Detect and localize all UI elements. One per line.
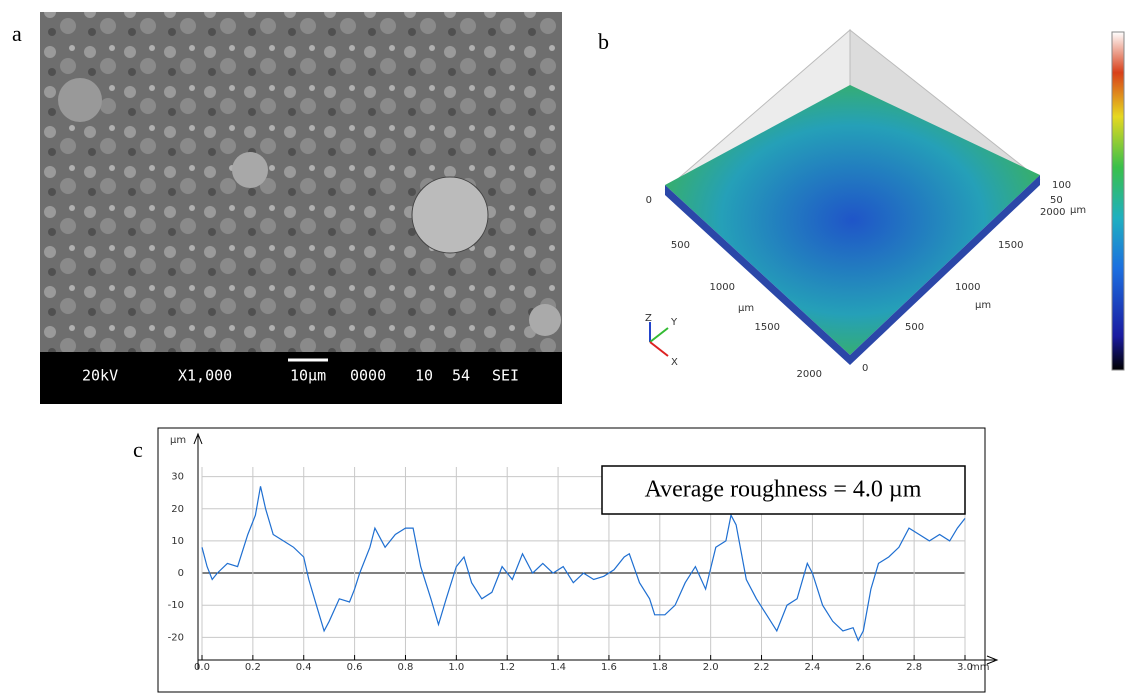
x-tick-label: 1.0 [448,662,464,673]
x-tick-label: 3.0 [957,662,973,673]
y-tick-label: 20 [171,504,184,515]
axis-tick-label: 500 [905,322,924,333]
x-tick-label: 1.6 [601,662,617,673]
axis-tick-label: 0 [646,195,652,206]
info-text: 10 [415,367,433,385]
triad-label: Z [645,313,652,324]
x-tick-label: 2.4 [804,662,820,673]
sem-particle [529,304,561,336]
info-text: 54 [452,367,470,385]
x-tick-label: 0.8 [398,662,414,673]
axis-tick-label: 2000 [797,369,822,380]
surface [665,85,1040,355]
info-text: X1,000 [178,367,232,385]
profile-line [201,486,966,642]
x-tick-label: 1.4 [550,662,566,673]
axis-tick-label: 2000 [1040,207,1065,218]
info-group: 20kV X1,000 10μm 0000 10 54 SEI [82,367,519,385]
triad-label: Y [670,317,678,328]
x-tick-label: 0.0 [194,662,210,673]
x-tick-label: 2.0 [703,662,719,673]
x-tick-label: 0.4 [296,662,312,673]
y-tick-label: -20 [168,632,184,643]
triad-label: X [671,357,678,368]
info-text: 10μm [290,367,326,385]
sem-particle [58,78,102,122]
x-tick-label: 2.2 [754,662,770,673]
info-text: 0000 [350,367,386,385]
x-tick-label: 0.6 [347,662,363,673]
axis-unit: µm [975,300,991,311]
colorbar [1111,31,1125,371]
axis-unit: µm [738,303,754,314]
y-tick-label: 30 [171,472,184,483]
surface-side [850,175,1040,365]
panel-label: a [12,21,22,46]
axis-tick-label: 0 [862,363,868,374]
annotation: Average roughness = 4.0 µm [645,477,922,503]
x-tick-label: 2.6 [855,662,871,673]
axis-tick-label: 1500 [755,322,780,333]
y-tick-label: 0 [178,568,184,579]
y-arrow [193,432,203,445]
sem-image [40,12,562,352]
panel-label: b [598,29,609,54]
x-tick-label: 0.2 [245,662,261,673]
b-label-group: 0 500 1000 1500 2000 µm 0 500 1000 1500 2000 µm 100 5… [645,180,1086,380]
info-text: 20kV [82,367,118,385]
axis-tick-label: 1500 [998,240,1023,251]
panel-label: c [133,437,143,462]
sem-particle [411,176,489,254]
info-text: SEI [492,367,519,385]
x-arrow [986,655,999,665]
z-tick-label: 100 [1052,180,1071,191]
x-tick-label: 2.8 [906,662,922,673]
x-tick-label: 1.8 [652,662,668,673]
z-tick-label: 50 [1050,195,1063,206]
surface-side [665,185,850,365]
axis-tick-label: 500 [671,240,690,251]
line-chart: -20 -10 0 10 20 30 0.0 0.2 0.4 0.6 0.8 1.0 1.2 1.4 1.6… [168,432,999,673]
axis-unit: µm [1070,205,1086,216]
axis-tick-label: 1000 [955,282,980,293]
plot-frame [157,427,986,693]
sem-particle [232,152,268,188]
triad [649,322,669,357]
axis-tick-label: 1000 [710,282,735,293]
annotation-box [601,465,966,515]
y-tick-label: 10 [171,536,184,547]
y-tick-label: -10 [168,600,184,611]
x-axis-label: mm [970,662,989,673]
y-axis-label: µm [170,435,186,446]
x-tick-label: 1.2 [499,662,515,673]
